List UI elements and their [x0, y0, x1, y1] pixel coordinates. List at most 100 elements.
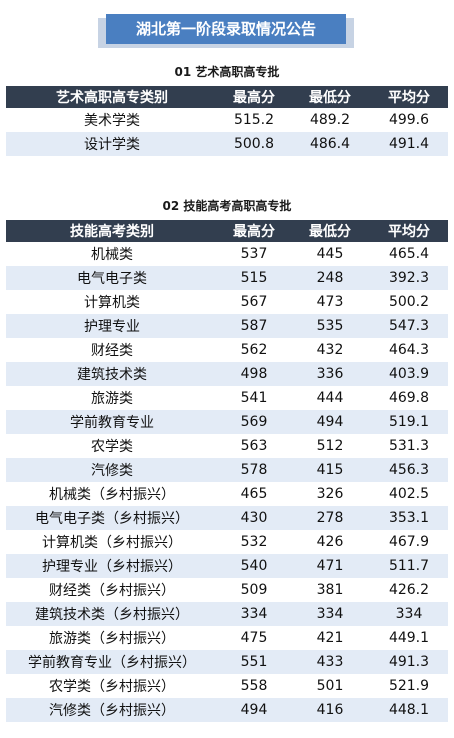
cell-avg: 449.1 — [388, 630, 430, 646]
cell-min: 494 — [290, 410, 370, 434]
table-row: 汽修类 578 415 456.3 — [6, 458, 448, 482]
cell-avg: 491.4 — [370, 132, 448, 156]
cell-min: 415 — [290, 458, 370, 482]
header-min: 最低分 — [290, 220, 370, 242]
cell-avg: 392.3 — [370, 266, 448, 290]
cell-category: 设计学类 — [6, 132, 218, 156]
cell-avg: 456.3 — [370, 458, 448, 482]
table-row: 机械类 537 445 465.4 — [6, 242, 448, 266]
cell-min: 489.2 — [309, 112, 351, 128]
cell-category: 计算机类（乡村振兴） — [42, 535, 182, 551]
cell-avg: 491.3 — [370, 650, 448, 674]
page-title: 湖北第一阶段录取情况公告 — [106, 14, 346, 44]
cell-category: 护理专业 — [6, 314, 218, 338]
cell-max: 537 — [240, 246, 268, 262]
cell-min: 248 — [290, 266, 370, 290]
table-row: 机械类（乡村振兴） 465 326 402.5 — [6, 482, 448, 506]
cell-min: 432 — [316, 342, 344, 358]
cell-avg: 511.7 — [370, 554, 448, 578]
table-row: 计算机类（乡村振兴） 532 426 467.9 — [6, 530, 448, 554]
cell-category: 汽修类 — [6, 458, 218, 482]
cell-max: 430 — [218, 506, 290, 530]
cell-category: 电气电子类（乡村振兴） — [6, 506, 218, 530]
section2-title: 02 技能高考高职高专批 — [162, 199, 292, 213]
cell-min: 278 — [290, 506, 370, 530]
cell-min: 444 — [316, 390, 344, 406]
cell-avg: 521.9 — [388, 678, 430, 694]
table-row: 护理专业（乡村振兴） 540 471 511.7 — [6, 554, 448, 578]
cell-avg: 500.2 — [388, 294, 430, 310]
cell-max: 515 — [218, 266, 290, 290]
cell-max: 578 — [218, 458, 290, 482]
table-row: 电气电子类（乡村振兴） 430 278 353.1 — [6, 506, 448, 530]
cell-min: 421 — [316, 630, 344, 646]
table-row: 旅游类（乡村振兴） 475 421 449.1 — [6, 626, 448, 650]
cell-avg: 448.1 — [370, 698, 448, 722]
cell-min: 433 — [290, 650, 370, 674]
table-row: 建筑技术类（乡村振兴） 334 334 334 — [6, 602, 448, 626]
cell-max: 334 — [218, 602, 290, 626]
cell-category: 农学类 — [91, 439, 133, 455]
cell-avg: 547.3 — [370, 314, 448, 338]
cell-category: 农学类（乡村振兴） — [49, 679, 175, 695]
cell-category: 机械类（乡村振兴） — [49, 487, 175, 503]
cell-category: 建筑技术类 — [6, 362, 218, 386]
table-row: 建筑技术类 498 336 403.9 — [6, 362, 448, 386]
table-row: 农学类（乡村振兴） 558 501 521.9 — [6, 674, 448, 698]
cell-max: 515.2 — [233, 112, 275, 128]
table-row: 学前教育专业 569 494 519.1 — [6, 410, 448, 434]
skill-score-table: 技能高考类别 最高分 最低分 平均分 机械类 537 445 465.4 电气电子类 515 24… — [6, 220, 448, 722]
header-max: 最高分 — [218, 86, 290, 108]
table-row: 财经类（乡村振兴） 509 381 426.2 — [6, 578, 448, 602]
table-row: 美术学类 515.2 489.2 499.6 — [6, 108, 448, 132]
cell-min: 535 — [290, 314, 370, 338]
cell-max: 563 — [240, 438, 268, 454]
cell-max: 562 — [240, 342, 268, 358]
cell-category: 学前教育专业（乡村振兴） — [6, 650, 218, 674]
cell-avg: 464.3 — [388, 342, 430, 358]
table-row: 旅游类 541 444 469.8 — [6, 386, 448, 410]
cell-min: 334 — [290, 602, 370, 626]
cell-avg: 403.9 — [370, 362, 448, 386]
table-row: 财经类 562 432 464.3 — [6, 338, 448, 362]
table-row: 设计学类 500.8 486.4 491.4 — [6, 132, 448, 156]
cell-max: 498 — [218, 362, 290, 386]
cell-avg: 402.5 — [388, 486, 430, 502]
cell-min: 512 — [316, 438, 344, 454]
cell-category: 财经类 — [91, 343, 133, 359]
cell-min: 471 — [290, 554, 370, 578]
table-header-row: 技能高考类别 最高分 最低分 平均分 — [6, 220, 448, 242]
cell-max: 540 — [218, 554, 290, 578]
header-avg: 平均分 — [370, 86, 448, 108]
cell-max: 500.8 — [218, 132, 290, 156]
cell-min: 473 — [316, 294, 344, 310]
cell-min: 326 — [316, 486, 344, 502]
cell-avg: 467.9 — [388, 534, 430, 550]
cell-category: 学前教育专业 — [6, 410, 218, 434]
table-row: 电气电子类 515 248 392.3 — [6, 266, 448, 290]
cell-avg: 499.6 — [388, 112, 430, 128]
cell-max: 558 — [240, 678, 268, 694]
cell-min: 381 — [316, 582, 344, 598]
table-header-row: 艺术高职高专类别 最高分 最低分 平均分 — [6, 86, 448, 108]
table-row: 农学类 563 512 531.3 — [6, 434, 448, 458]
cell-avg: 426.2 — [388, 582, 430, 598]
cell-category: 旅游类 — [91, 391, 133, 407]
art-score-table: 艺术高职高专类别 最高分 最低分 平均分 美术学类 515.2 489.2 499.6 设计学… — [6, 86, 448, 156]
cell-min: 426 — [316, 534, 344, 550]
table-row: 计算机类 567 473 500.2 — [6, 290, 448, 314]
cell-max: 494 — [218, 698, 290, 722]
cell-category: 计算机类 — [84, 295, 140, 311]
header-category: 技能高考类别 — [6, 220, 218, 242]
cell-max: 475 — [240, 630, 268, 646]
cell-max: 465 — [240, 486, 268, 502]
cell-category: 护理专业（乡村振兴） — [6, 554, 218, 578]
cell-avg: 334 — [370, 602, 448, 626]
header-category: 艺术高职高专类别 — [6, 86, 218, 108]
cell-category: 汽修类（乡村振兴） — [6, 698, 218, 722]
cell-max: 587 — [218, 314, 290, 338]
cell-min: 416 — [290, 698, 370, 722]
cell-avg: 531.3 — [388, 438, 430, 454]
cell-category: 电气电子类 — [6, 266, 218, 290]
cell-avg: 469.8 — [388, 390, 430, 406]
